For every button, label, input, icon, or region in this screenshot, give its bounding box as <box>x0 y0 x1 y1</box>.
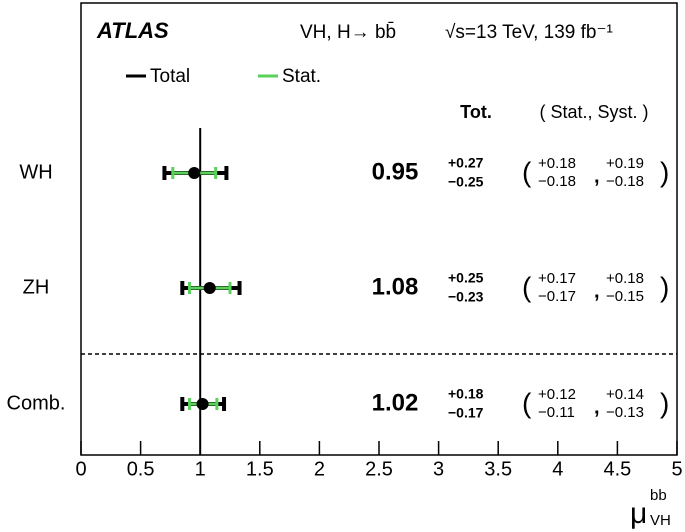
paren: ) <box>660 156 669 187</box>
x-tick-label: 0.5 <box>127 458 155 480</box>
comma: , <box>594 396 600 418</box>
central-value-label: 0.95 <box>372 158 419 185</box>
column-header: ( Stat., Syst. ) <box>539 102 648 122</box>
total-minus: −0.25 <box>448 174 484 190</box>
x-tick-label: 3.5 <box>484 458 512 480</box>
total-plus: +0.25 <box>448 270 484 286</box>
stat-minus: −0.17 <box>538 288 576 305</box>
paren: ( <box>522 271 532 302</box>
total-plus: +0.18 <box>448 386 484 402</box>
paren: ) <box>660 387 669 418</box>
stat-plus: +0.17 <box>538 270 576 287</box>
central-value-label: 1.02 <box>372 389 419 416</box>
central-value <box>188 167 201 179</box>
category-label: WH <box>19 161 52 183</box>
stat-minus: −0.18 <box>538 173 576 190</box>
stat-plus: +0.18 <box>538 155 576 172</box>
syst-plus: +0.14 <box>606 386 644 403</box>
x-tick-label: 0 <box>75 458 86 480</box>
comma: , <box>594 165 600 187</box>
syst-minus: −0.15 <box>606 288 644 305</box>
legend-label: Stat. <box>282 66 321 87</box>
column-header: Tot. <box>460 102 492 122</box>
x-label-symbol: μ <box>630 497 647 530</box>
total-plus: +0.27 <box>448 155 484 171</box>
conditions: √s=13 TeV, 139 fb⁻¹ <box>445 22 613 43</box>
x-tick-label: 4.5 <box>603 458 631 480</box>
legend-label: Total <box>150 66 190 87</box>
experiment: ATLAS <box>96 18 169 43</box>
syst-minus: −0.13 <box>606 404 644 421</box>
syst-plus: +0.18 <box>606 270 644 287</box>
x-tick-label: 1 <box>195 458 206 480</box>
category-label: Comb. <box>7 392 66 414</box>
paren: ) <box>660 271 669 302</box>
comma: , <box>594 280 600 302</box>
stat-plus: +0.12 <box>538 386 576 403</box>
x-label-sup: bb <box>650 487 667 504</box>
x-tick-label: 1.5 <box>246 458 274 480</box>
x-tick-label: 2 <box>314 458 325 480</box>
paren: ( <box>522 387 532 418</box>
x-label-sub: VH <box>650 512 671 529</box>
x-tick-label: 4 <box>552 458 563 480</box>
syst-minus: −0.18 <box>606 173 644 190</box>
x-tick-label: 3 <box>433 458 444 480</box>
x-tick-label: 2.5 <box>365 458 393 480</box>
total-minus: −0.23 <box>448 289 484 305</box>
x-tick-label: 5 <box>671 458 682 480</box>
paren: ( <box>522 156 532 187</box>
central-value <box>196 398 209 410</box>
central-value <box>203 282 216 294</box>
process: VH, H→ bb̄ <box>300 22 396 43</box>
stat-minus: −0.11 <box>538 404 575 421</box>
total-minus: −0.17 <box>448 405 484 421</box>
central-value-label: 1.08 <box>372 273 419 300</box>
syst-plus: +0.19 <box>606 155 644 172</box>
category-label: ZH <box>23 276 50 298</box>
